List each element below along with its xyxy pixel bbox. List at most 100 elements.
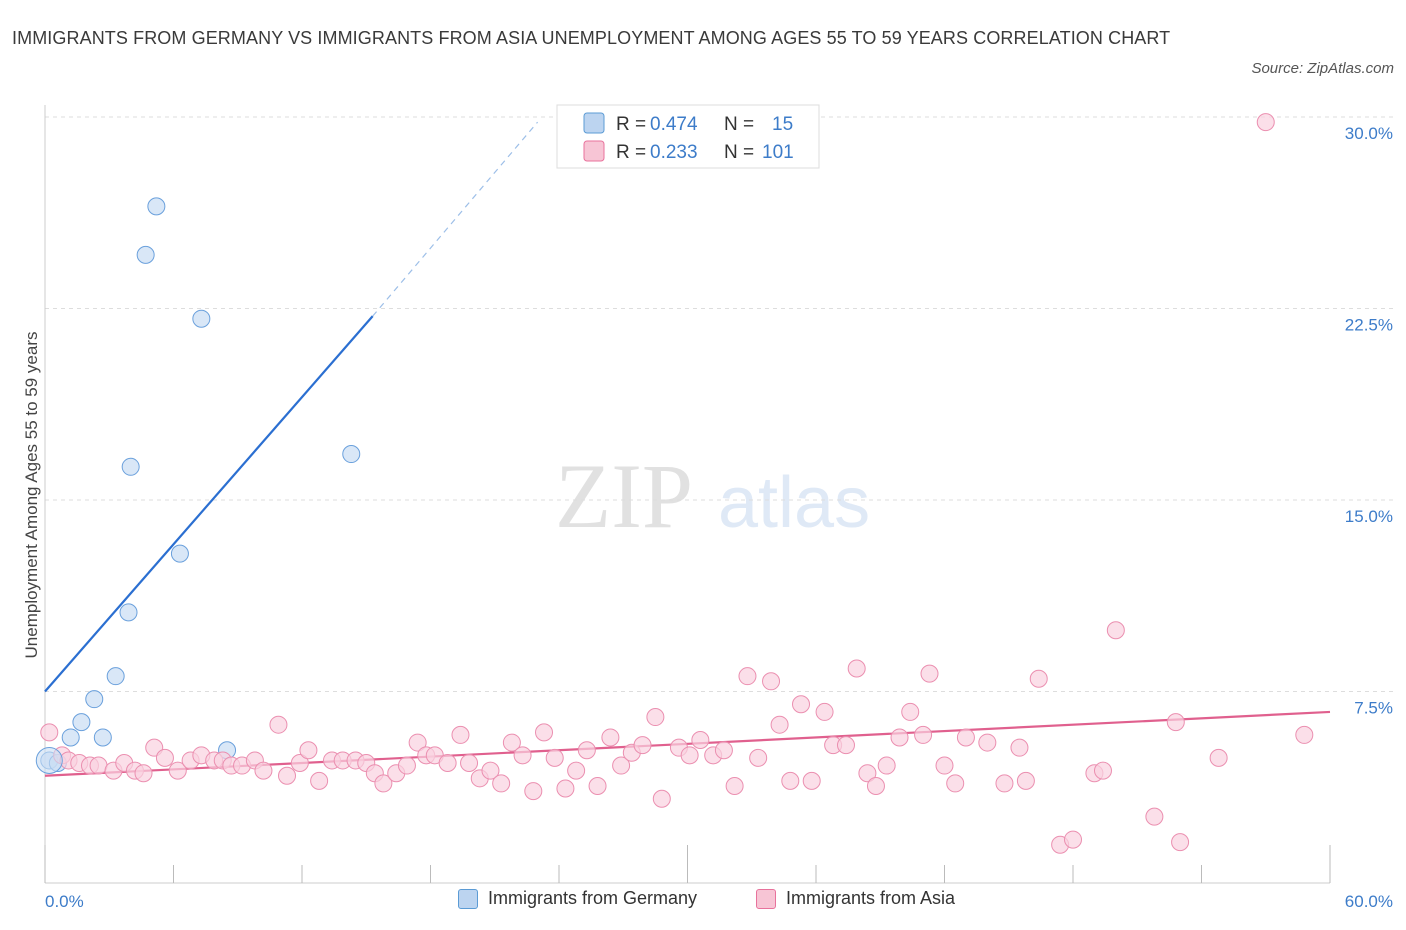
point-asia: [89, 756, 108, 775]
point-asia: [460, 753, 479, 772]
point-asia: [836, 736, 855, 755]
point-asia: [374, 774, 393, 793]
point-asia: [691, 731, 710, 750]
point-germany: [119, 603, 138, 622]
legend-box: R = 0.474 N = 15 R = 0.233 N = 101: [556, 104, 820, 169]
point-asia: [502, 733, 521, 752]
legend-swatch-asia: [583, 140, 605, 162]
y-tick-label: 7.5%: [1354, 699, 1393, 718]
y-tick-label: 30.0%: [1345, 124, 1393, 143]
bottom-legend-label-asia: Immigrants from Asia: [786, 888, 956, 908]
point-asia: [890, 728, 909, 747]
point-asia: [935, 756, 954, 775]
point-asia: [545, 748, 564, 767]
point-asia: [451, 725, 470, 744]
point-asia: [1016, 771, 1035, 790]
point-asia: [1029, 669, 1048, 688]
x-tick-labels: 0.0% 60.0%: [45, 892, 1393, 911]
point-asia: [714, 741, 733, 760]
point-asia: [978, 733, 997, 752]
point-asia: [481, 761, 500, 780]
x-tick-label: 60.0%: [1345, 892, 1393, 911]
point-asia: [1171, 833, 1190, 852]
legend-swatch-germany: [583, 112, 605, 134]
point-asia: [652, 789, 671, 808]
point-asia: [847, 659, 866, 678]
point-asia: [492, 774, 511, 793]
point-germany: [170, 544, 189, 563]
point-asia: [815, 702, 834, 721]
point-germany: [121, 457, 140, 476]
point-germany: [35, 746, 63, 774]
point-germany: [93, 728, 112, 747]
point-asia: [601, 728, 620, 747]
point-asia: [168, 761, 187, 780]
legend-n-label-asia: N =: [724, 142, 754, 163]
legend-n-value-germany: 15: [772, 114, 793, 135]
point-asia: [738, 667, 757, 686]
point-asia: [269, 715, 288, 734]
point-asia: [866, 776, 885, 795]
point-asia: [1010, 738, 1029, 757]
trend-line-germany-extension: [372, 121, 539, 317]
point-asia: [781, 771, 800, 790]
point-asia: [633, 736, 652, 755]
point-asia: [762, 672, 781, 691]
data-points: [35, 113, 1314, 854]
point-asia: [877, 756, 896, 775]
point-asia: [1145, 807, 1164, 826]
point-germany: [342, 445, 361, 464]
point-asia: [524, 782, 543, 801]
chart-title: IMMIGRANTS FROM GERMANY VS IMMIGRANTS FR…: [12, 28, 1171, 48]
point-asia: [749, 748, 768, 767]
legend-r-label-asia: R =: [616, 142, 646, 163]
point-asia: [1256, 113, 1275, 132]
point-asia: [770, 715, 789, 734]
point-asia: [1093, 761, 1112, 780]
point-asia: [1209, 748, 1228, 767]
point-asia: [725, 776, 744, 795]
point-germany: [72, 713, 91, 732]
point-asia: [513, 746, 532, 765]
point-asia: [290, 753, 309, 772]
point-asia: [588, 776, 607, 795]
bottom-legend-germany: Immigrants from Germany: [458, 888, 697, 909]
point-asia: [956, 728, 975, 747]
point-asia: [535, 723, 554, 742]
point-asia: [567, 761, 586, 780]
bottom-legend-swatch-germany: [458, 888, 478, 909]
point-germany: [106, 667, 125, 686]
source-label: Source: ZipAtlas.com: [1251, 60, 1394, 77]
point-asia: [901, 702, 920, 721]
point-asia: [438, 753, 457, 772]
legend-r-value-asia: 0.233: [650, 142, 698, 163]
point-asia: [408, 733, 427, 752]
bottom-legend-swatch-asia: [756, 888, 776, 909]
point-asia: [1106, 621, 1125, 640]
point-asia: [995, 774, 1014, 793]
point-germany: [147, 197, 166, 216]
point-germany: [192, 309, 211, 328]
point-asia: [397, 756, 416, 775]
gridlines: [45, 116, 1395, 692]
point-germany: [61, 728, 80, 747]
point-asia: [920, 664, 939, 683]
legend-n-label-germany: N =: [724, 114, 754, 135]
legend-r-value-germany: 0.474: [650, 114, 698, 135]
point-asia: [680, 746, 699, 765]
point-germany: [85, 690, 104, 709]
point-asia: [946, 774, 965, 793]
y-axis-label: Unemployment Among Ages 55 to 59 years: [22, 332, 41, 659]
point-asia: [646, 708, 665, 727]
point-asia: [134, 764, 153, 783]
point-asia: [802, 771, 821, 790]
legend-r-label-germany: R =: [616, 114, 646, 135]
point-asia: [914, 725, 933, 744]
point-asia: [155, 748, 174, 767]
point-asia: [40, 723, 59, 742]
point-germany: [136, 245, 155, 264]
bottom-legend-label-germany: Immigrants from Germany: [488, 888, 698, 908]
point-asia: [278, 766, 297, 785]
point-asia: [1166, 713, 1185, 732]
